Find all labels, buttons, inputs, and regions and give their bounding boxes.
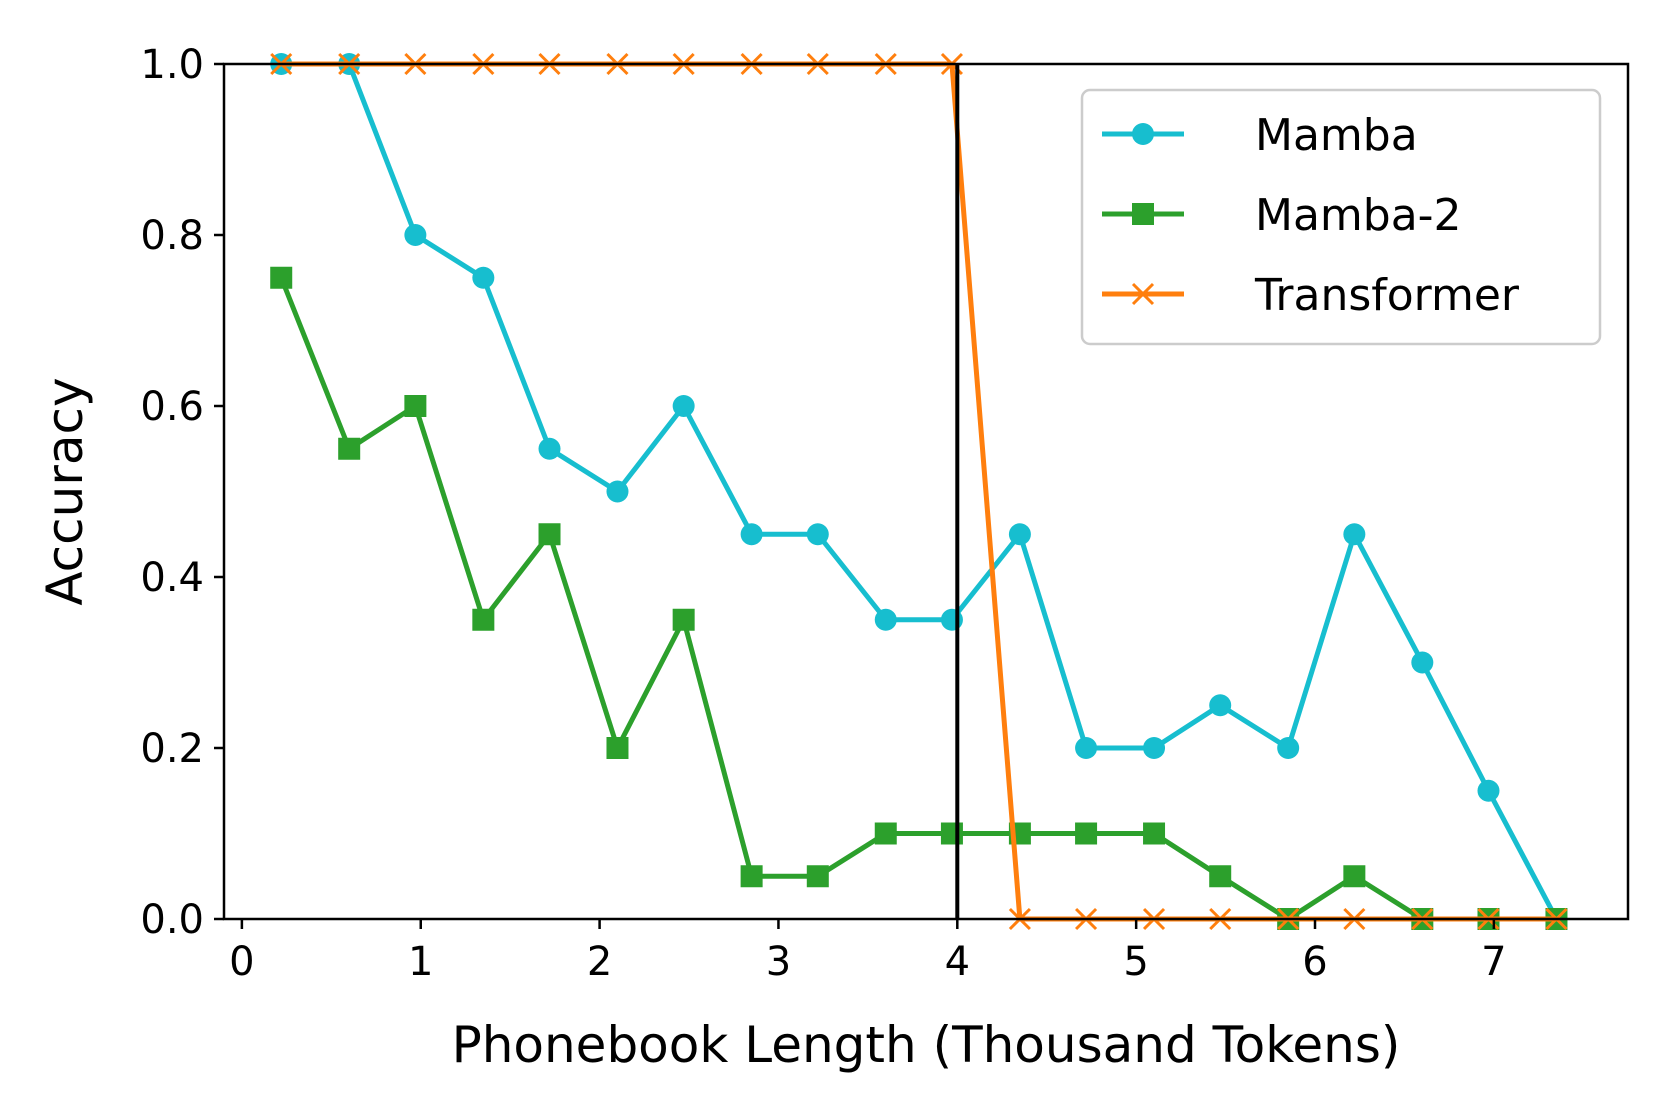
x-tick-label: 1 [408, 939, 433, 985]
data-point [672, 608, 695, 631]
legend-label: Mamba [1255, 110, 1418, 161]
legend-marker [1132, 203, 1154, 225]
data-point [1209, 694, 1232, 717]
x-tick-label: 5 [1123, 939, 1148, 985]
legend-item: Mamba [1102, 110, 1418, 161]
legend-box [1080, 88, 1602, 346]
y-tick-label: 0.4 [140, 555, 204, 601]
data-point [1343, 865, 1366, 888]
data-point [1075, 822, 1098, 845]
data-point [404, 395, 427, 417]
data-point [1209, 865, 1232, 888]
x-tick-label: 6 [1302, 939, 1327, 985]
x-tick-label: 3 [766, 939, 791, 985]
y-axis-title: Accuracy [36, 377, 94, 605]
series-line [281, 61, 1559, 921]
data-point [606, 737, 629, 759]
data-point [874, 608, 897, 631]
data-point [472, 608, 495, 631]
data-point [1143, 822, 1166, 845]
x-tick-label: 2 [587, 939, 612, 985]
data-point [1411, 651, 1434, 674]
data-point [1008, 523, 1031, 546]
data-point [1343, 523, 1366, 546]
data-point [538, 437, 561, 460]
data-point [1277, 737, 1300, 759]
data-point [404, 224, 427, 246]
legend-item: Mamba-2 [1102, 190, 1462, 241]
data-point [874, 822, 897, 845]
data-point [1143, 737, 1166, 759]
data-point [538, 523, 561, 546]
legend-label: Transformer [1254, 270, 1520, 321]
data-point [940, 608, 963, 631]
x-tick-label: 0 [229, 939, 254, 985]
data-point [806, 865, 829, 888]
data-point [1075, 737, 1098, 759]
x-axis: 0 1 2 3 4 5 6 7 [229, 919, 1507, 985]
series-line [278, 276, 1557, 922]
y-axis: 0.0 0.2 0.4 0.6 0.8 1.0 [140, 42, 224, 943]
data-point [1477, 779, 1500, 802]
x-tick-label: 4 [945, 939, 970, 985]
data-point [740, 865, 763, 888]
data-point [606, 480, 629, 503]
data-point [338, 437, 361, 460]
data-point [270, 266, 293, 289]
plot-frame [222, 62, 1630, 921]
y-tick-label: 0.8 [140, 213, 204, 259]
x-axis-title: Phonebook Length (Thousand Tokens) [452, 1016, 1401, 1074]
y-tick-label: 0.0 [140, 897, 204, 943]
y-tick-label: 1.0 [140, 42, 204, 88]
legend-label: Mamba-2 [1255, 190, 1462, 241]
y-tick-label: 0.2 [140, 726, 204, 772]
data-point [472, 266, 495, 289]
x-tick-label: 7 [1481, 939, 1506, 985]
legend-marker [1132, 123, 1154, 145]
legend-item: Transformer [1102, 270, 1520, 321]
series-mamba-2 [270, 266, 1568, 930]
series-mamba [270, 53, 1568, 930]
data-point [940, 822, 963, 845]
legend: Mamba Mamba-2 Transformer [1080, 88, 1602, 346]
y-tick-label: 0.6 [140, 384, 204, 430]
data-point [806, 523, 829, 546]
data-point [740, 523, 763, 546]
legend-marker [1131, 282, 1155, 306]
data-point [672, 395, 695, 417]
